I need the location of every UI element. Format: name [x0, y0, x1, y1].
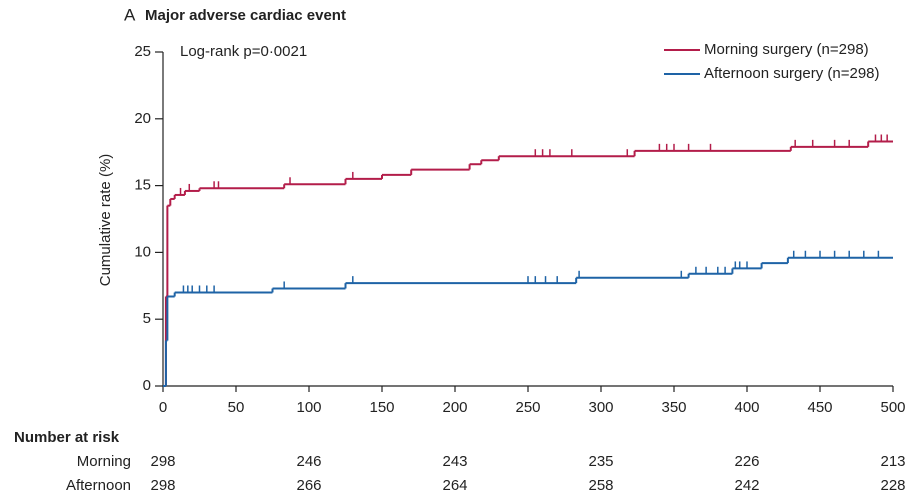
- x-tick-label: 450: [807, 399, 832, 416]
- risk-value: 264: [442, 477, 467, 494]
- risk-value: 246: [296, 453, 321, 470]
- risk-value: 298: [150, 477, 175, 494]
- y-tick-label: 20: [134, 110, 151, 127]
- risk-row-label: Morning: [77, 453, 131, 470]
- y-tick-label: 15: [134, 177, 151, 194]
- legend-label: Morning surgery (n=298): [704, 41, 869, 58]
- y-tick-label: 5: [143, 310, 151, 327]
- legend-label: Afternoon surgery (n=298): [704, 65, 880, 82]
- x-tick-label: 300: [588, 399, 613, 416]
- x-tick-label: 0: [159, 399, 167, 416]
- x-tick-label: 100: [296, 399, 321, 416]
- x-tick-label: 400: [734, 399, 759, 416]
- risk-value: 226: [734, 453, 759, 470]
- x-tick-label: 150: [369, 399, 394, 416]
- risk-value: 298: [150, 453, 175, 470]
- risk-value: 258: [588, 477, 613, 494]
- y-tick-label: 25: [134, 43, 151, 60]
- y-tick-label: 0: [143, 377, 151, 394]
- risk-value: 266: [296, 477, 321, 494]
- panel-label: A: [124, 5, 136, 24]
- risk-value: 242: [734, 477, 759, 494]
- annotation: Log-rank p=0·0021: [180, 43, 307, 60]
- y-axis-label: Cumulative rate (%): [97, 154, 114, 287]
- risk-value: 243: [442, 453, 467, 470]
- chart-title: Major adverse cardiac event: [145, 7, 346, 24]
- x-tick-label: 200: [442, 399, 467, 416]
- x-tick-label: 350: [661, 399, 686, 416]
- risk-value: 235: [588, 453, 613, 470]
- risk-value: 213: [880, 453, 905, 470]
- risk-title: Number at risk: [14, 429, 120, 446]
- risk-value: 228: [880, 477, 905, 494]
- x-tick-label: 250: [515, 399, 540, 416]
- y-tick-label: 10: [134, 243, 151, 260]
- x-tick-label: 500: [880, 399, 905, 416]
- risk-row-label: Afternoon: [66, 477, 131, 494]
- x-tick-label: 50: [228, 399, 245, 416]
